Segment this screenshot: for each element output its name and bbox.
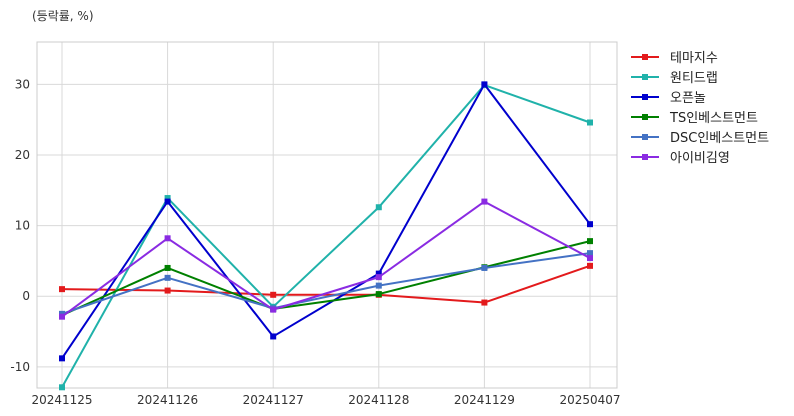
series-line [61,200,591,318]
legend-item: TS인베스트먼트 [631,111,758,126]
data-point [59,286,65,293]
series-line [61,264,591,304]
series-line [61,240,591,317]
legend-item: 오픈놀 [631,91,706,106]
legend-marker [642,134,648,140]
x-tick-label: 20241127 [243,393,304,407]
data-point [270,306,277,313]
data-point [587,262,593,269]
legend-marker [642,114,648,120]
data-point [587,119,593,126]
y-tick-label: 30 [15,77,30,91]
data-point [375,204,382,211]
x-tick-label: 20241126 [137,393,198,407]
legend-item: 아이비김영 [631,151,730,166]
data-point [375,282,382,289]
legend-label: 테마지수 [670,51,718,66]
series-오픈놀 [59,81,593,362]
data-point [587,221,593,228]
series-아이비김영 [59,198,593,320]
data-point [375,274,382,281]
legend-marker [642,74,648,80]
series-line [61,83,591,359]
data-point [164,198,171,205]
data-point [164,264,171,271]
x-tick-label: 20250407 [559,393,620,407]
y-tick-label: -10 [10,360,30,374]
series-원티드랩 [59,82,593,391]
legend-label: 원티드랩 [670,71,718,86]
data-point [587,255,593,262]
x-axis: 20241125 20241126 20241127 20241128 20241129… [31,393,620,407]
grid [37,42,617,388]
data-point [59,313,65,320]
data-point [375,291,382,298]
data-point [59,355,65,362]
data-point [375,270,382,277]
data-point [587,238,593,245]
legend-marker [642,154,648,160]
data-point [270,333,277,340]
data-point [164,274,171,281]
legend-marker [642,54,648,60]
series-line [61,252,591,315]
y-axis: -10 0 10 20 30 [10,77,30,373]
legend-label: DSC인베스트먼트 [670,131,769,146]
y-unit-label: (등락률, %) [32,9,94,23]
data-point [164,195,171,202]
data-point [587,250,593,257]
series-line [61,84,591,388]
x-tick-label: 20241125 [31,393,92,407]
legend-label: 아이비김영 [670,151,730,166]
series-layer [59,81,593,391]
data-point [481,264,488,271]
legend-label: TS인베스트먼트 [669,111,758,126]
legend-item: 원티드랩 [631,71,718,86]
legend-item: DSC인베스트먼트 [631,131,769,146]
data-point [481,198,488,205]
data-point [270,291,277,298]
data-point [164,235,171,242]
x-tick-label: 20241129 [454,393,515,407]
y-tick-label: 0 [22,289,30,303]
y-tick-label: 20 [15,148,30,162]
legend-item: 테마지수 [631,51,718,66]
data-point [59,384,65,391]
data-point [164,287,171,294]
legend-label: 오픈놀 [670,91,706,106]
data-point [481,299,488,306]
x-tick-label: 20241128 [348,393,409,407]
series-테마지수 [59,262,593,306]
y-tick-label: 10 [15,219,30,233]
data-point [481,81,488,88]
plot-area [36,41,618,389]
legend-marker [642,94,648,100]
